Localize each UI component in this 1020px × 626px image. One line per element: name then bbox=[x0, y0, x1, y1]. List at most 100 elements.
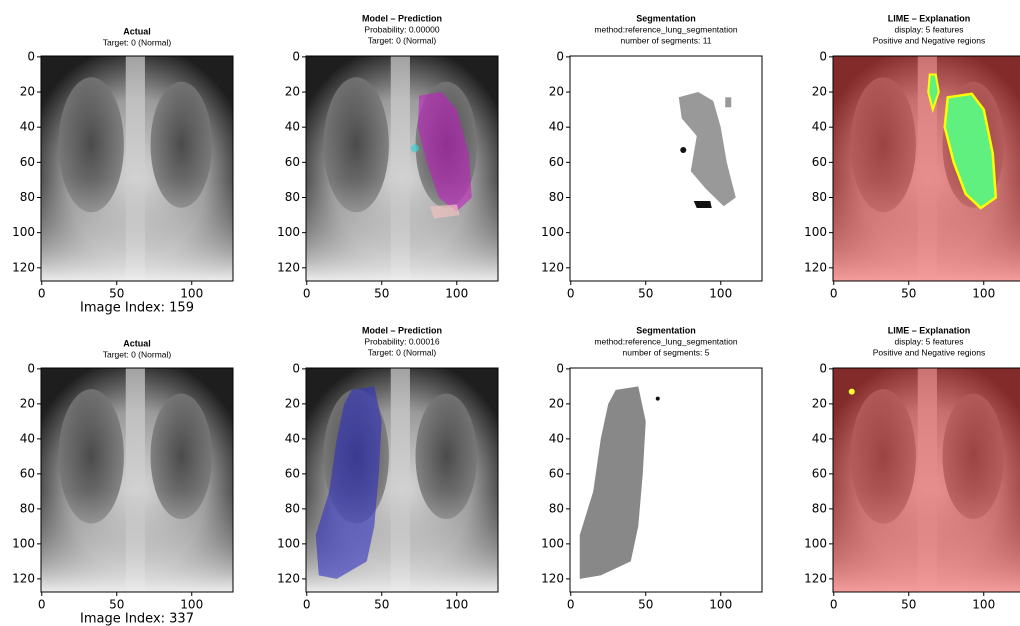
y-tick-label: 120 bbox=[804, 260, 827, 274]
y-tick-label: 120 bbox=[541, 571, 564, 585]
y-tick-label: 60 bbox=[549, 155, 564, 169]
axes-frame bbox=[569, 55, 763, 282]
y-tick-label: 40 bbox=[285, 120, 300, 134]
y-tick-label: 40 bbox=[812, 431, 827, 445]
panel-subtitle: number of segments: 5 bbox=[623, 347, 710, 357]
panel-title: Actual bbox=[123, 338, 151, 348]
annotation: Image Index: 159 bbox=[80, 301, 194, 316]
lung bbox=[850, 77, 916, 213]
y-tick-label: 120 bbox=[804, 571, 827, 585]
x-tick-label: 0 bbox=[38, 287, 46, 301]
x-tick-label: 0 bbox=[830, 287, 838, 301]
panel-subtitle: display: 5 features bbox=[895, 24, 964, 34]
y-tick-label: 0 bbox=[292, 361, 300, 375]
panel: Segmentationmethod:reference_lung_segmen… bbox=[541, 13, 763, 301]
y-tick-label: 40 bbox=[20, 431, 35, 445]
seg-bg bbox=[570, 56, 762, 281]
y-tick-label: 100 bbox=[804, 536, 827, 550]
axes-frame bbox=[832, 55, 1020, 282]
segment bbox=[579, 386, 646, 579]
panel-subtitle: method:reference_lung_segmentation bbox=[594, 336, 737, 346]
y-tick-label: 20 bbox=[20, 396, 35, 410]
y-tick-label: 100 bbox=[541, 225, 564, 239]
lime-region bbox=[848, 388, 855, 395]
y-tick-label: 80 bbox=[549, 190, 564, 204]
lung bbox=[323, 77, 389, 213]
x-tick-label: 50 bbox=[638, 287, 653, 301]
x-tick-label: 0 bbox=[567, 287, 575, 301]
x-tick-label: 100 bbox=[972, 287, 995, 301]
segment bbox=[725, 97, 732, 108]
y-tick-label: 100 bbox=[277, 225, 300, 239]
overlay-region bbox=[429, 204, 460, 219]
y-tick-label: 80 bbox=[812, 190, 827, 204]
y-tick-label: 100 bbox=[277, 536, 300, 550]
y-tick-label: 60 bbox=[285, 155, 300, 169]
y-tick-label: 40 bbox=[20, 120, 35, 134]
image bbox=[570, 56, 762, 281]
x-tick-label: 100 bbox=[445, 598, 468, 612]
y-tick-label: 60 bbox=[812, 466, 827, 480]
x-tick-label: 0 bbox=[303, 287, 311, 301]
y-tick-label: 80 bbox=[285, 190, 300, 204]
lime-overlay bbox=[833, 368, 1020, 592]
x-tick-label: 50 bbox=[901, 287, 916, 301]
y-tick-label: 0 bbox=[27, 49, 35, 63]
x-tick-label: 50 bbox=[109, 287, 124, 301]
y-tick-label: 20 bbox=[812, 396, 827, 410]
abdomen bbox=[833, 491, 1020, 592]
panel-title: Model – Prediction bbox=[362, 325, 442, 335]
segment bbox=[678, 92, 736, 207]
panel-title: Segmentation bbox=[636, 13, 696, 23]
overlay-region bbox=[315, 386, 382, 579]
lung bbox=[58, 77, 124, 213]
y-tick-label: 120 bbox=[277, 571, 300, 585]
y-tick-label: 40 bbox=[812, 120, 827, 134]
y-tick-label: 120 bbox=[12, 571, 35, 585]
panel: Segmentationmethod:reference_lung_segmen… bbox=[541, 325, 763, 612]
y-tick-label: 80 bbox=[20, 190, 35, 204]
lime-region bbox=[927, 73, 940, 114]
x-tick-label: 100 bbox=[972, 598, 995, 612]
y-tick-label: 120 bbox=[277, 260, 300, 274]
y-tick-label: 60 bbox=[285, 466, 300, 480]
y-tick-label: 60 bbox=[20, 466, 35, 480]
y-tick-label: 100 bbox=[12, 536, 35, 550]
y-tick-label: 80 bbox=[812, 501, 827, 515]
overlay-region bbox=[410, 144, 419, 153]
y-tick-label: 20 bbox=[20, 85, 35, 99]
overlay-region bbox=[417, 92, 472, 212]
y-tick-label: 100 bbox=[804, 225, 827, 239]
x-tick-label: 0 bbox=[830, 598, 838, 612]
panel-title: Segmentation bbox=[636, 325, 696, 335]
segment bbox=[655, 396, 660, 401]
y-tick-label: 100 bbox=[541, 536, 564, 550]
y-tick-label: 120 bbox=[12, 260, 35, 274]
x-tick-label: 100 bbox=[709, 598, 732, 612]
lung bbox=[150, 81, 212, 208]
lung bbox=[150, 393, 212, 520]
y-tick-label: 0 bbox=[292, 49, 300, 63]
y-tick-label: 0 bbox=[556, 361, 564, 375]
image bbox=[41, 56, 233, 281]
y-tick-label: 20 bbox=[812, 85, 827, 99]
abdomen bbox=[41, 179, 233, 281]
y-tick-label: 40 bbox=[285, 431, 300, 445]
x-tick-label: 50 bbox=[374, 598, 389, 612]
axes-frame bbox=[40, 367, 234, 593]
image bbox=[570, 368, 762, 592]
y-tick-label: 20 bbox=[285, 85, 300, 99]
y-tick-label: 60 bbox=[549, 466, 564, 480]
y-tick-label: 20 bbox=[549, 85, 564, 99]
y-tick-label: 20 bbox=[549, 396, 564, 410]
x-tick-label: 50 bbox=[374, 287, 389, 301]
panel-title: Actual bbox=[123, 26, 151, 36]
x-tick-label: 50 bbox=[638, 598, 653, 612]
lung bbox=[415, 393, 477, 520]
panel-subtitle: Target: 0 (Normal) bbox=[103, 349, 172, 359]
